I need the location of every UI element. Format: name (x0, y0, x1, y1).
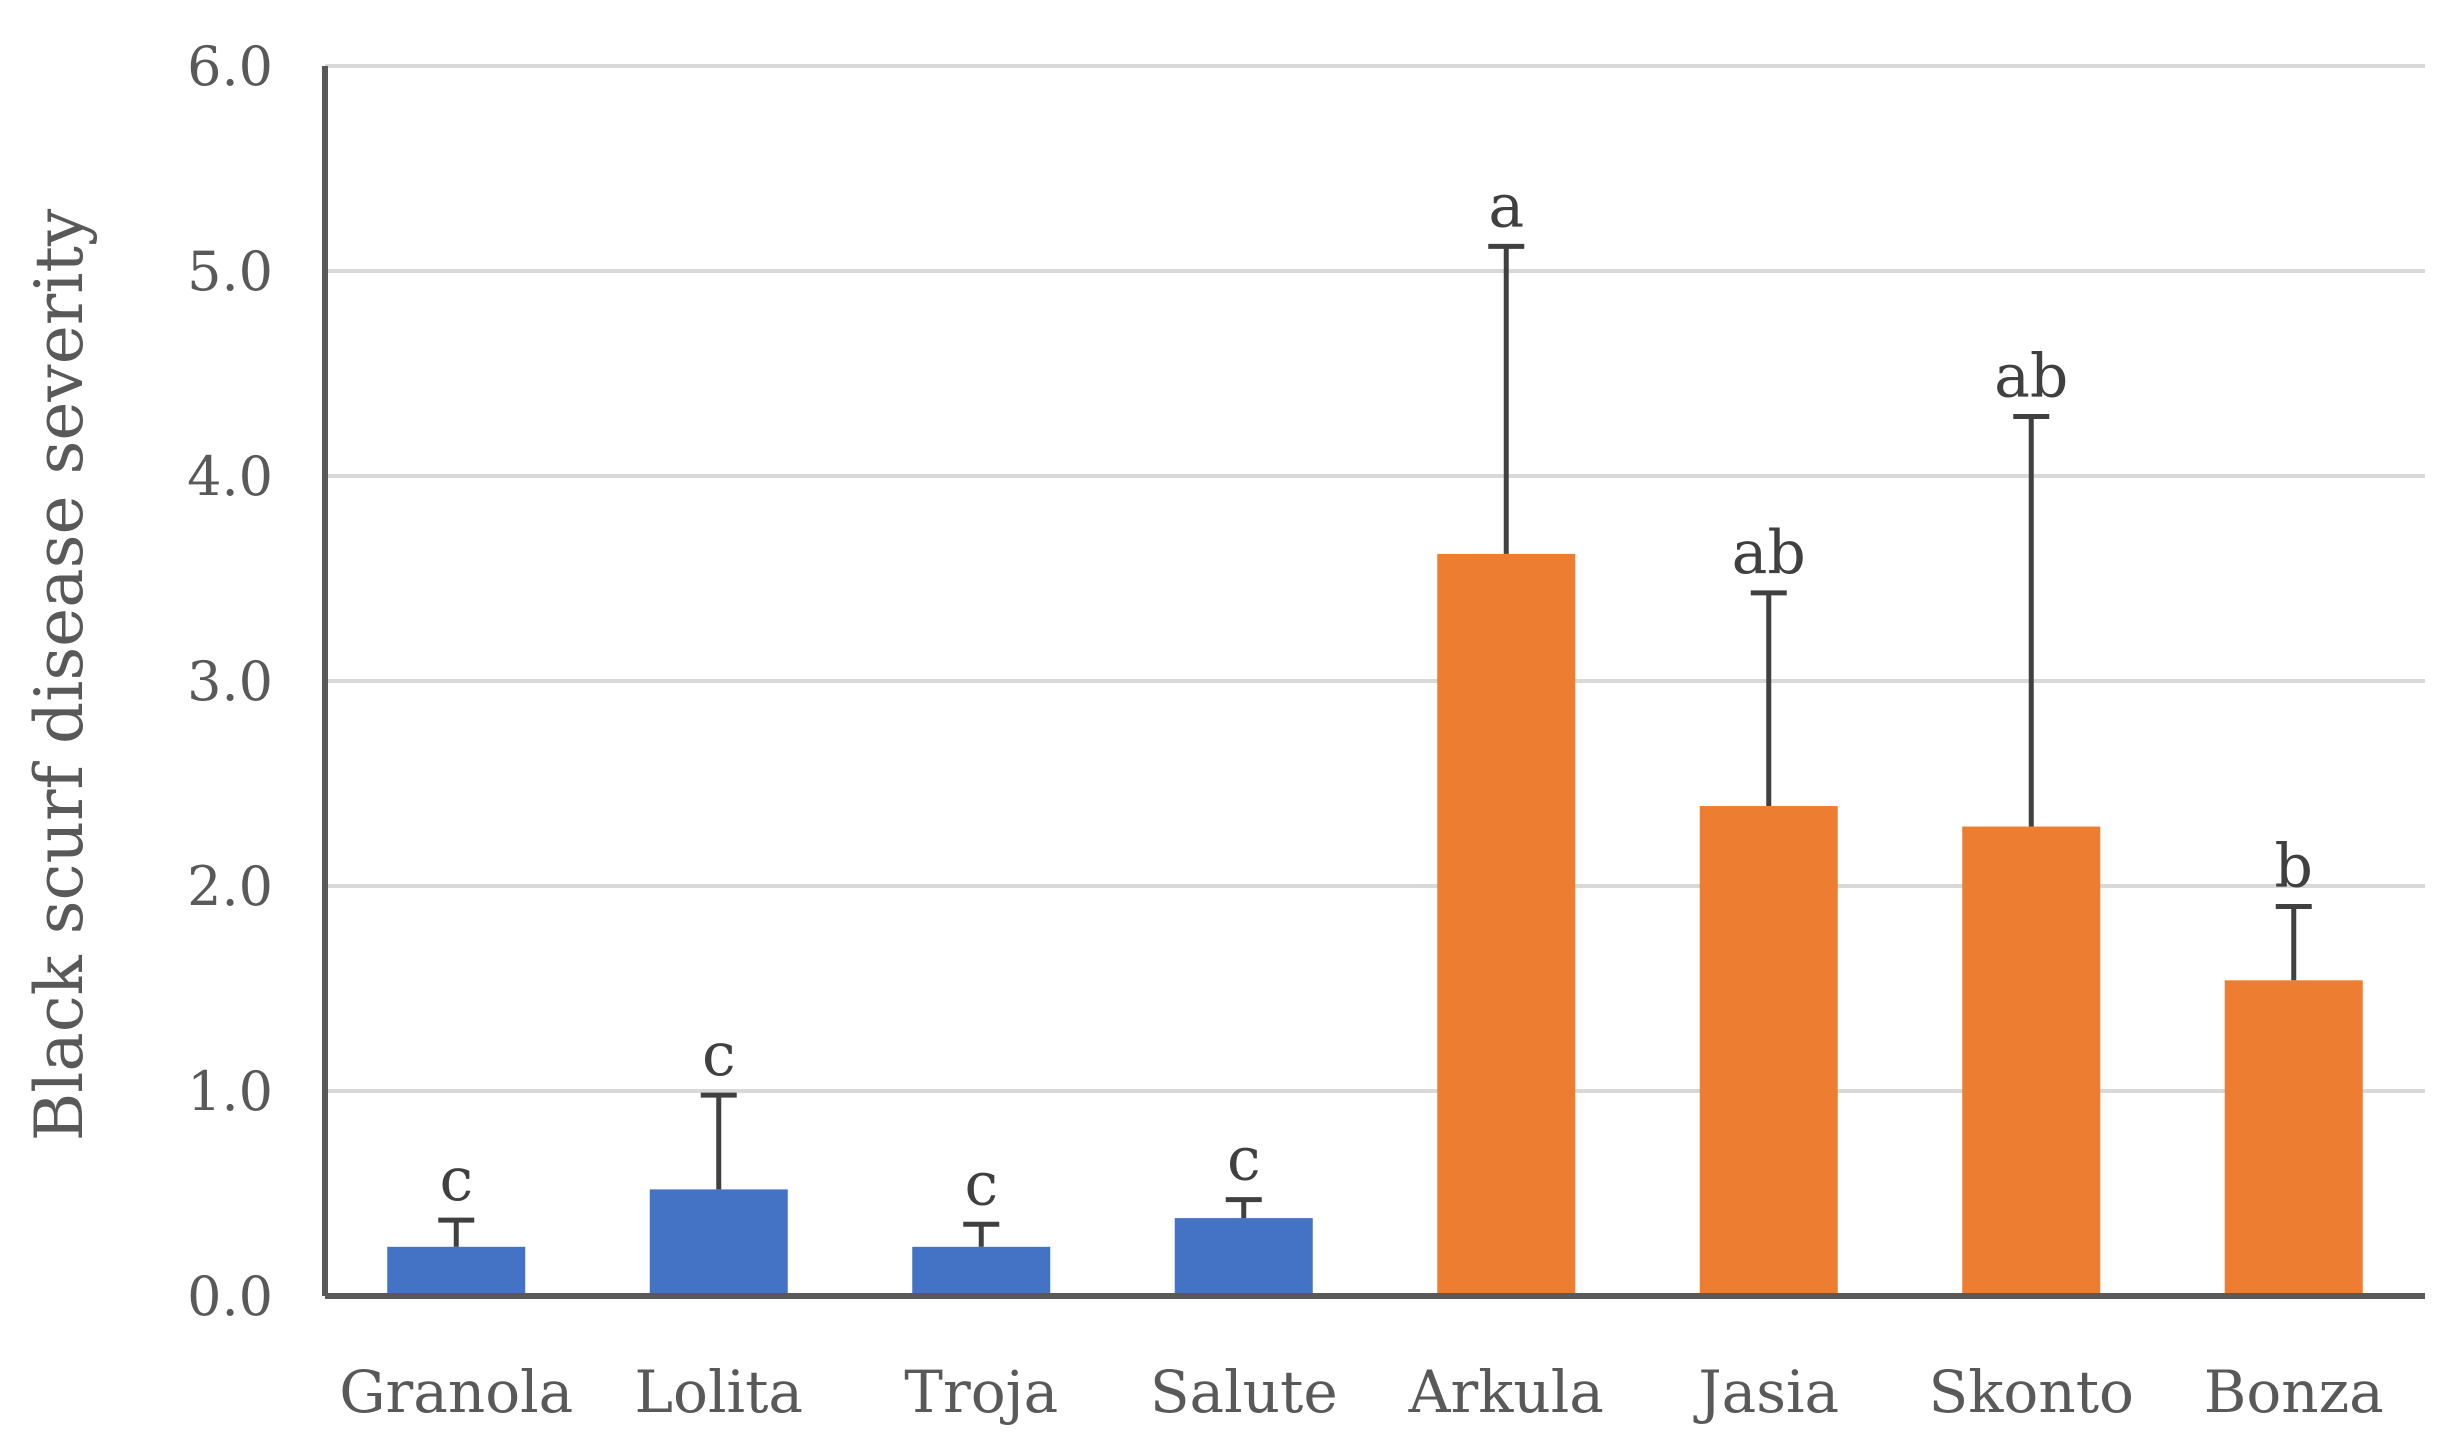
bars (387, 553, 2363, 1296)
x-tick-label: Granola (339, 1358, 573, 1426)
bar-skonto (1962, 826, 2101, 1296)
y-tick-label: 2.0 (187, 855, 273, 918)
significance-label: ab (1732, 518, 1806, 588)
significance-label: c (702, 1020, 736, 1090)
labels: 0.0 1.0 2.0 3.0 4.0 5.0 6.0 c Granola c Lolita c Tro… (187, 35, 2384, 1426)
x-tick-label: Salute (1150, 1358, 1338, 1426)
bar-arkula (1437, 553, 1576, 1296)
x-tick-label: Bonza (2204, 1358, 2384, 1426)
y-axis-title: Black scurf disease severity (21, 208, 98, 1141)
significance-label: a (1488, 171, 1524, 241)
bar-granola (387, 1246, 526, 1296)
error-bars (438, 243, 2312, 1247)
x-tick-label: Arkula (1408, 1358, 1604, 1426)
bar-jasia (1699, 806, 1838, 1296)
bar-salute (1174, 1218, 1313, 1296)
x-tick-label: Lolita (635, 1358, 803, 1426)
bar-bonza (2224, 980, 2363, 1296)
significance-label: c (1227, 1125, 1261, 1195)
bar-troja (912, 1246, 1051, 1296)
significance-label: ab (1994, 342, 2068, 412)
gridlines (325, 64, 2425, 1093)
significance-label: c (964, 1149, 998, 1219)
x-tick-label: Jasia (1693, 1358, 1839, 1426)
x-tick-label: Skonto (1929, 1358, 2134, 1426)
axes (322, 66, 2425, 1299)
bar-lolita (649, 1189, 788, 1296)
significance-label: c (439, 1145, 473, 1215)
y-tick-label: 4.0 (187, 445, 273, 508)
y-tick-label: 6.0 (187, 35, 273, 98)
y-tick-label: 3.0 (187, 650, 273, 713)
y-tick-label: 5.0 (187, 240, 273, 303)
significance-label: b (2275, 832, 2313, 902)
y-tick-label: 1.0 (187, 1060, 273, 1123)
x-tick-label: Troja (904, 1358, 1058, 1426)
y-tick-label: 0.0 (187, 1265, 273, 1328)
